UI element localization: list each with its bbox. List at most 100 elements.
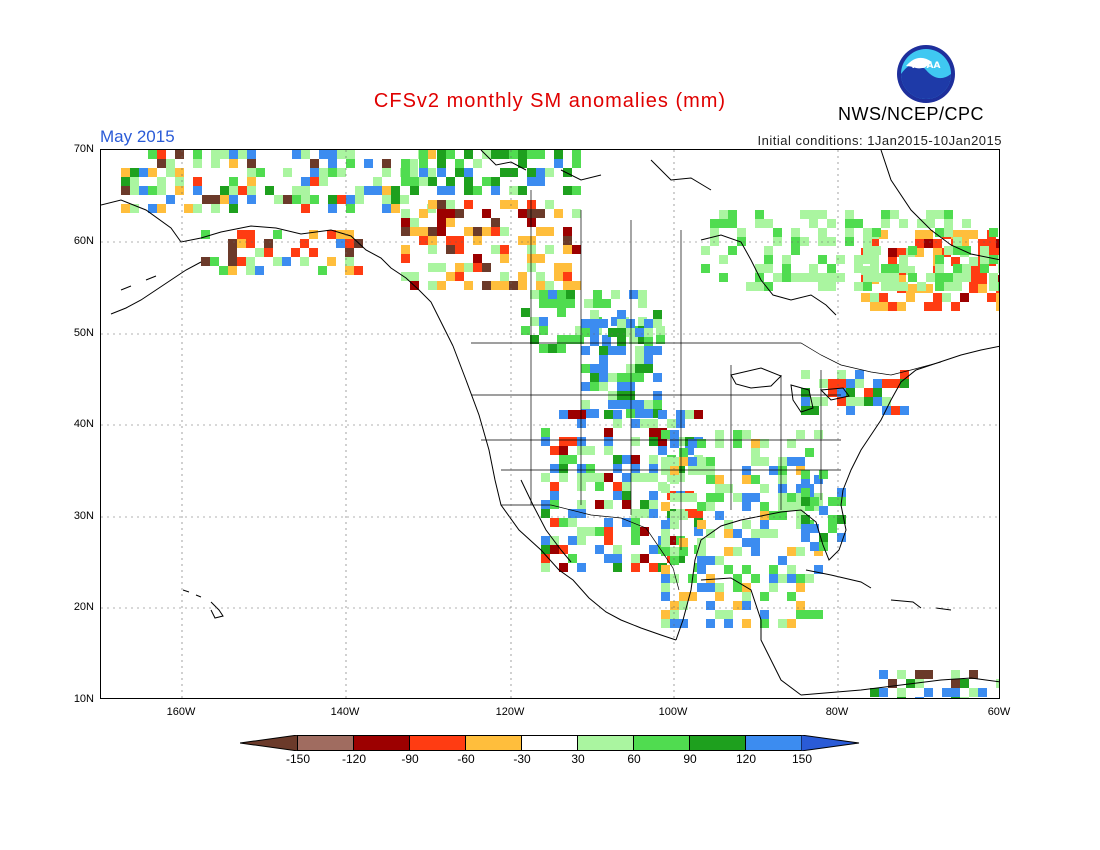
anomaly-cell	[446, 209, 455, 218]
anomaly-cell	[202, 195, 211, 204]
anomaly-cell	[581, 382, 590, 391]
anomaly-cell	[604, 500, 613, 509]
anomaly-cell	[157, 150, 166, 159]
anomaly-cell	[301, 195, 310, 204]
anomaly-cell	[577, 473, 586, 482]
anomaly-cell	[661, 592, 670, 601]
anomaly-cell	[545, 281, 554, 290]
anomaly-cell	[228, 239, 237, 248]
anomaly-cell	[969, 266, 978, 275]
anomaly-cell	[491, 177, 500, 186]
anomaly-cell	[649, 491, 658, 500]
anomaly-cell	[944, 246, 953, 255]
anomaly-cell	[613, 419, 622, 428]
anomaly-cell	[980, 255, 989, 264]
anomaly-cell	[246, 239, 255, 248]
anomaly-cell	[631, 563, 640, 572]
anomaly-cell	[653, 391, 662, 400]
anomaly-cell	[518, 236, 527, 245]
anomaly-cell	[935, 255, 944, 264]
anomaly-cell	[157, 204, 166, 213]
anomaly-cell	[737, 237, 746, 246]
anomaly-cell	[960, 697, 969, 698]
anomaly-cell	[782, 264, 791, 273]
anomaly-cell	[563, 263, 572, 272]
anomaly-cell	[897, 697, 906, 698]
anomaly-cell	[604, 428, 613, 437]
anomaly-cell	[751, 547, 760, 556]
anomaly-cell	[604, 518, 613, 527]
anomaly-cell	[996, 239, 999, 248]
anomaly-cell	[220, 186, 229, 195]
anomaly-cell	[611, 317, 620, 326]
anomaly-cell	[626, 409, 635, 418]
anomaly-cell	[697, 520, 706, 529]
anomaly-cell	[644, 409, 653, 418]
anomaly-cell	[791, 228, 800, 237]
anomaly-cell	[899, 219, 908, 228]
anomaly-cell	[595, 500, 604, 509]
lat-label-40n: 40N	[73, 418, 94, 430]
anomaly-cell	[590, 319, 599, 328]
anomaly-cell	[622, 482, 631, 491]
anomaly-cell	[742, 466, 751, 475]
anomaly-cell	[706, 583, 715, 592]
anomaly-cell	[773, 273, 782, 282]
anomaly-cell	[559, 563, 568, 572]
anomaly-cell	[548, 299, 557, 308]
anomaly-cell	[733, 430, 742, 439]
anomaly-cell	[640, 527, 649, 536]
anomaly-cell	[769, 529, 778, 538]
anomaly-cell	[751, 538, 760, 547]
anomaly-cell	[661, 529, 670, 538]
lat-label-10n: 10N	[73, 693, 94, 705]
anomaly-cell	[640, 473, 649, 482]
anomaly-cell	[247, 195, 256, 204]
anomaly-cell	[539, 344, 548, 353]
anomaly-cell	[166, 168, 175, 177]
anomaly-cell	[635, 409, 644, 418]
colorbar-label: 60	[627, 752, 641, 766]
anomaly-cell	[382, 168, 391, 177]
anomaly-cell	[545, 245, 554, 254]
anomaly-cell	[888, 248, 897, 257]
anomaly-cell	[649, 509, 658, 518]
anomaly-cell	[769, 565, 778, 574]
anomaly-cell	[539, 290, 548, 299]
anomaly-cell	[401, 209, 410, 218]
anomaly-cell	[719, 273, 728, 282]
anomaly-cell	[906, 266, 915, 275]
anomaly-cell	[617, 391, 626, 400]
anomaly-cell	[926, 273, 935, 282]
anomaly-cell	[500, 200, 509, 209]
colorbar-box-7	[633, 735, 690, 751]
anomaly-cell	[539, 299, 548, 308]
anomaly-cell	[577, 482, 586, 491]
anomaly-cell	[626, 391, 635, 400]
anomaly-cell	[559, 410, 568, 419]
anomaly-cell	[810, 524, 819, 533]
anomaly-cell	[649, 437, 658, 446]
anomaly-cell	[581, 328, 590, 337]
anomaly-cell	[644, 400, 653, 409]
anomaly-cell	[710, 228, 719, 237]
anomaly-cell	[446, 150, 455, 159]
anomaly-cell	[568, 437, 577, 446]
anomaly-cell	[879, 302, 888, 311]
anomaly-cell	[419, 150, 428, 159]
anomaly-cell	[996, 248, 999, 257]
anomaly-cell	[805, 502, 814, 511]
anomaly-cell	[541, 428, 550, 437]
anomaly-cell	[676, 464, 685, 473]
anomaly-cell	[805, 574, 814, 583]
anomaly-cell	[166, 159, 175, 168]
anomaly-cell	[586, 446, 595, 455]
anomaly-cell	[622, 455, 631, 464]
anomaly-cell	[796, 484, 805, 493]
anomaly-cell	[635, 328, 644, 337]
anomaly-cell	[617, 328, 626, 337]
anomaly-cell	[631, 437, 640, 446]
anomaly-cell	[521, 326, 530, 335]
anomaly-cell	[879, 688, 888, 697]
anomaly-cell	[400, 195, 409, 204]
